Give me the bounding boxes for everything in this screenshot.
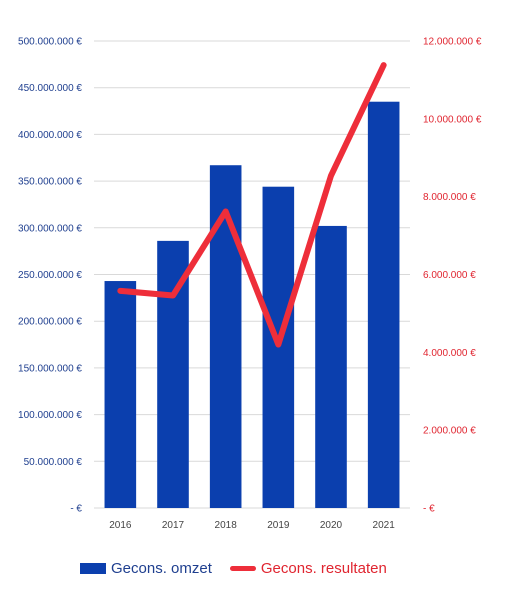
legend-item-omzet: Gecons. omzet — [80, 560, 212, 577]
left-tick-label: 100.000.000 € — [18, 410, 82, 421]
left-tick-label: 350.000.000 € — [18, 177, 82, 188]
left-axis-ticks: - € 50.000.000 € 100.000.000 € 150.000.000 … — [18, 37, 82, 515]
x-tick-label: 2021 — [373, 520, 396, 531]
bar-series-omzet — [104, 101, 400, 509]
right-tick-label: - € — [423, 504, 435, 515]
left-tick-label: 50.000.000 € — [24, 457, 83, 468]
bar-2020 — [315, 225, 347, 508]
legend-swatch-resultaten — [229, 565, 256, 571]
line-series-resultaten — [117, 62, 387, 348]
x-tick-label: 2019 — [267, 520, 290, 531]
bar-2016 — [104, 281, 137, 508]
right-axis-ticks: - € 2.000.000 € 4.000.000 € 6.000.000 € 8.00… — [423, 37, 482, 515]
left-tick-label: 500.000.000 € — [18, 37, 82, 48]
x-tick-label: 2020 — [320, 520, 343, 531]
left-tick-label: 150.000.000 € — [18, 363, 82, 374]
right-tick-label: 6.000.000 € — [423, 270, 476, 281]
line-resultaten — [117, 62, 387, 348]
legend-swatch-omzet — [80, 562, 106, 574]
left-tick-label: - € — [70, 504, 82, 515]
legend-item-resultaten: Gecons. resultaten — [229, 559, 387, 577]
x-tick-label: 2018 — [215, 520, 238, 531]
right-tick-label: 12.000.000 € — [423, 37, 482, 48]
bar-2021 — [367, 101, 400, 509]
x-tick-label: 2016 — [109, 520, 132, 531]
legend: Gecons. omzet Gecons. resultaten — [80, 557, 405, 579]
right-tick-label: 2.000.000 € — [423, 426, 476, 437]
x-tick-label: 2017 — [162, 520, 185, 531]
right-tick-label: 4.000.000 € — [423, 348, 476, 359]
left-tick-label: 250.000.000 € — [18, 270, 82, 281]
legend-label-resultaten: Gecons. resultaten — [260, 559, 387, 577]
right-tick-label: 8.000.000 € — [423, 192, 476, 203]
bar-2017 — [157, 240, 189, 508]
x-axis-ticks: 2016 2017 2018 2019 2020 2021 — [109, 520, 395, 531]
left-tick-label: 450.000.000 € — [18, 83, 82, 94]
left-tick-label: 300.000.000 € — [18, 223, 82, 234]
legend-label-omzet: Gecons. omzet — [111, 559, 212, 577]
left-tick-label: 400.000.000 € — [18, 130, 82, 141]
bar-2018 — [209, 165, 242, 509]
right-tick-label: 10.000.000 € — [423, 114, 482, 125]
left-tick-label: 200.000.000 € — [18, 317, 82, 328]
combo-chart: - € 50.000.000 € 100.000.000 € 150.000.000 … — [18, 37, 482, 532]
